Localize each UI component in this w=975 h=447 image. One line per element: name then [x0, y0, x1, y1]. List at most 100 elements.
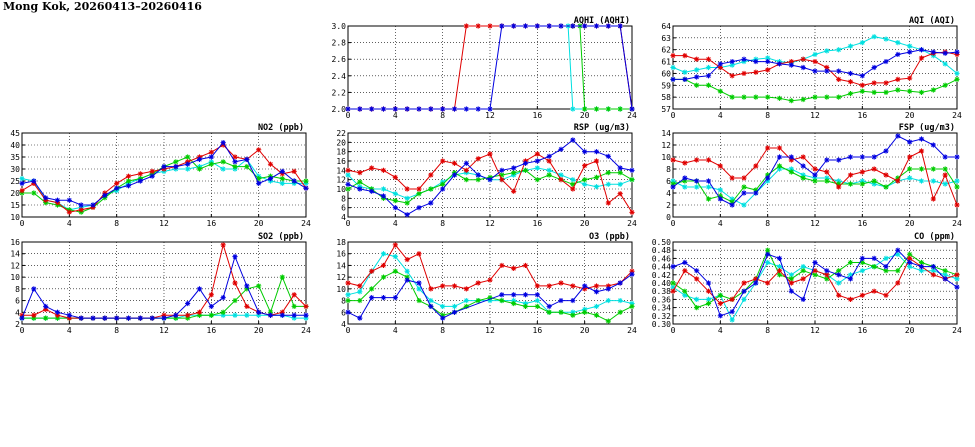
data-point [694, 305, 700, 311]
data-point [954, 202, 960, 208]
data-point [694, 178, 700, 184]
data-point [705, 56, 712, 62]
data-point [883, 268, 889, 274]
data-point [918, 166, 925, 172]
series-group [345, 23, 635, 112]
data-point [463, 23, 469, 29]
x-tick-label: 8 [765, 219, 770, 228]
y-tick-label: 16 [10, 238, 20, 247]
data-point [570, 177, 576, 183]
data-point [741, 296, 747, 302]
data-point [942, 172, 948, 178]
data-point [895, 87, 901, 93]
data-point [629, 209, 635, 215]
data-point [717, 193, 723, 199]
data-point [31, 178, 37, 184]
data-point [511, 297, 517, 304]
data-point [741, 94, 747, 100]
data-point [670, 181, 676, 187]
data-point [954, 178, 960, 184]
data-point [753, 187, 759, 193]
data-point [244, 156, 250, 162]
data-point [511, 265, 517, 271]
data-point [267, 161, 274, 167]
data-point [812, 51, 818, 58]
data-point [357, 179, 363, 185]
data-point [705, 184, 712, 190]
y-tick-label: 2.2 [332, 88, 347, 97]
data-point [788, 98, 794, 104]
data-point [871, 166, 877, 172]
data-point [463, 160, 469, 166]
data-point [440, 181, 446, 187]
y-tick-label: 57 [661, 105, 671, 114]
data-point [954, 272, 960, 278]
y-tick-label: 35 [10, 153, 20, 162]
data-point [570, 309, 576, 315]
x-tick-label: 4 [393, 111, 398, 120]
data-point [19, 180, 25, 186]
data-point [440, 303, 446, 310]
data-point [918, 178, 925, 184]
data-point [475, 172, 481, 178]
data-point [717, 163, 723, 169]
data-point [705, 280, 712, 286]
data-point [871, 178, 877, 184]
data-point [629, 106, 635, 112]
data-point [428, 297, 434, 304]
data-point [729, 175, 735, 181]
data-point [741, 56, 747, 62]
data-point [717, 300, 723, 307]
data-point [741, 280, 747, 286]
data-point [729, 199, 735, 205]
data-point [208, 292, 214, 298]
data-point [558, 280, 564, 286]
data-point [487, 277, 493, 283]
data-point [907, 43, 913, 49]
data-point [776, 95, 783, 101]
data-point [267, 312, 274, 318]
data-point [788, 169, 794, 175]
data-point [345, 106, 351, 112]
data-point [776, 163, 783, 169]
data-point [918, 268, 925, 274]
data-point [824, 94, 830, 100]
series-line-blue [347, 273, 633, 319]
x-tick-label: 24 [952, 219, 962, 228]
data-point [670, 284, 676, 290]
data-point [741, 175, 747, 181]
data-point [812, 175, 818, 181]
data-point [232, 164, 238, 170]
data-point [90, 202, 96, 208]
data-point [404, 195, 410, 201]
data-point [475, 106, 481, 112]
data-point [593, 174, 600, 180]
data-point [244, 286, 250, 292]
x-tick-label: 4 [393, 219, 398, 228]
chart-no2: 0 4 8 12 16 20 24 10 15 20 25 30 35 40 45 NO2 (ppb) [10, 123, 311, 228]
data-point [392, 268, 398, 274]
data-point [78, 202, 84, 208]
data-point [605, 153, 611, 159]
data-point [836, 94, 842, 100]
data-point [918, 47, 925, 53]
x-tick-label: 20 [905, 326, 915, 335]
data-point [593, 149, 600, 155]
data-point [930, 268, 936, 274]
data-point [369, 268, 375, 274]
data-point [173, 315, 179, 321]
data-point [463, 303, 469, 310]
data-point [380, 167, 387, 173]
data-point [788, 276, 794, 282]
y-tick-label: 58 [661, 93, 671, 102]
data-point [629, 177, 635, 183]
x-tick-label: 20 [580, 219, 590, 228]
x-tick-label: 12 [485, 111, 495, 120]
data-point [369, 106, 375, 112]
data-point [800, 175, 806, 181]
data-point [895, 76, 901, 82]
data-point [883, 80, 889, 86]
data-point [475, 297, 481, 304]
y-tick-label: 10 [336, 285, 346, 294]
